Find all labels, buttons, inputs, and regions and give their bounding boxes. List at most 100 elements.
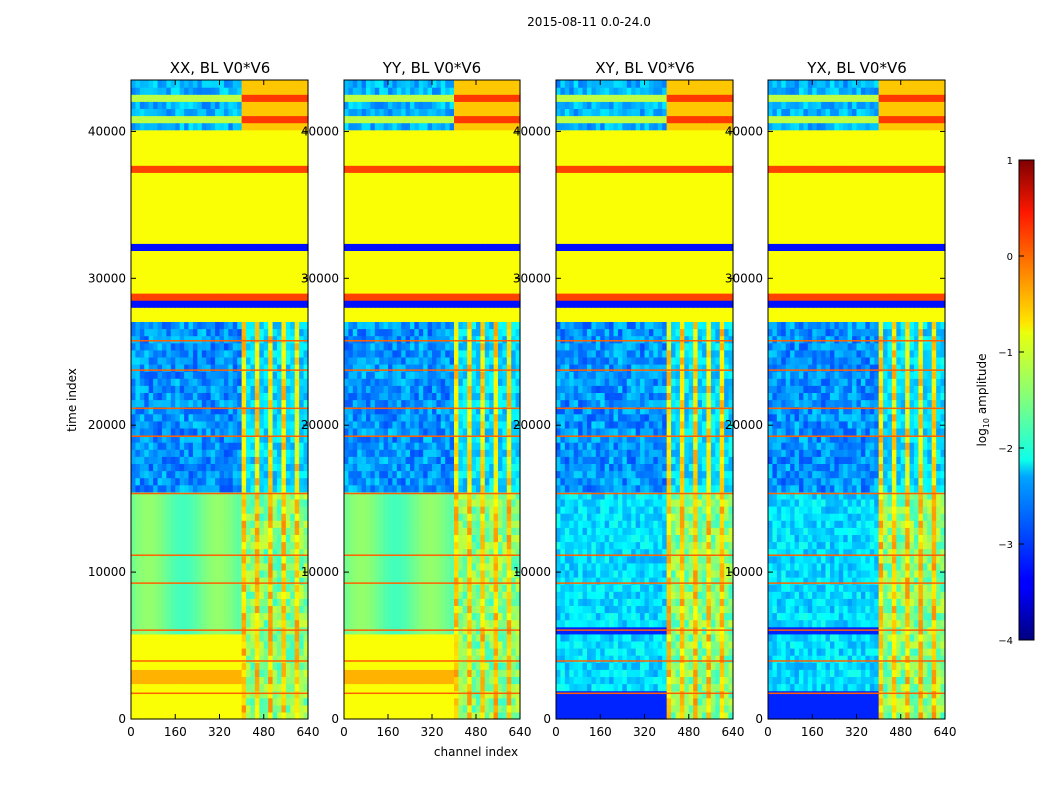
heatmap-cell [254,648,260,656]
heatmap-cell [303,690,309,699]
heatmap-cell [294,612,300,621]
heatmap-cell [299,214,305,223]
heatmap-cell [254,399,260,408]
heatmap-cell [511,577,517,585]
heatmap-cell [241,640,247,649]
heatmap-cell [184,420,190,429]
heatmap-cell [192,399,198,408]
heatmap-cell [440,648,446,656]
heatmap-cell [344,669,349,677]
heatmap-cell [379,648,385,656]
heatmap-cell [268,335,274,344]
heatmap-cell [272,243,278,251]
heatmap-cell [303,548,309,557]
heatmap-cell [357,513,363,521]
heatmap-cell [210,456,216,464]
heatmap-cell [506,541,512,550]
heatmap-cell [254,250,260,259]
heatmap-cell [272,172,278,180]
heatmap-cell [179,264,185,273]
heatmap-cell [418,534,424,543]
heatmap-cell [502,619,508,628]
heatmap-cell [285,222,291,230]
heatmap-cell [294,129,300,138]
heatmap-cell [223,413,229,422]
heatmap-cell [405,598,411,606]
heatmap-cell [157,683,163,692]
heatmap-cell [201,214,207,223]
heatmap-cell [410,633,415,642]
heatmap-cell [263,435,269,443]
heatmap-cell [170,293,176,301]
heatmap-cell [361,498,367,507]
heatmap-cell [250,704,256,713]
heatmap-cell [458,633,464,642]
heatmap-cell [161,300,167,308]
heatmap-cell [423,520,429,528]
heatmap-cell [396,527,402,535]
heatmap-cell [294,392,300,401]
heatmap-cell [484,491,490,500]
heatmap-cell [135,435,141,443]
heatmap-cell [357,555,363,564]
heatmap-cell [272,129,278,138]
heatmap-cell [188,498,194,507]
heatmap-cell [405,683,411,692]
heatmap-cell [219,307,225,315]
heatmap-cell [148,136,154,145]
heatmap-cell [192,129,198,138]
heatmap-cell [299,271,305,280]
heatmap-cell [250,413,256,422]
heatmap-cell [144,229,150,237]
heatmap-cell [250,711,256,720]
heatmap-cell [388,569,393,578]
heatmap-cell [427,477,433,486]
heatmap-cell [294,427,300,436]
heatmap-cell [493,633,499,642]
heatmap-cell [179,484,185,493]
heatmap-cell [254,555,260,564]
heatmap-cell [237,165,243,173]
heatmap-cell [192,200,198,209]
heatmap-cell [502,690,508,699]
heatmap-cell [197,243,203,251]
heatmap-cell [232,87,238,95]
heatmap-cell [197,356,203,365]
heatmap-cell [166,484,172,493]
heatmap-cell [506,584,512,592]
heatmap-cell [148,470,154,479]
heatmap-cell [294,548,300,557]
heatmap-cell [246,87,252,95]
heatmap-cell [506,577,512,585]
heatmap-cell [232,271,238,280]
heatmap-cell [370,640,376,649]
heatmap-cell [418,541,424,550]
heatmap-cell [157,513,163,521]
heatmap-cell [299,328,305,337]
heatmap-cell [157,328,163,337]
heatmap-cell [192,562,198,571]
heatmap-cell [410,605,415,614]
heatmap-cell [277,562,283,571]
heatmap-cell [197,690,203,699]
heatmap-cell [153,300,159,308]
heatmap-cell [210,513,216,521]
heatmap-cell [506,484,512,493]
heatmap-cell [241,87,247,95]
heatmap-cell [192,314,198,322]
heatmap-cell [215,477,221,486]
heatmap-cell [254,214,260,223]
heatmap-cell [157,484,163,493]
heatmap-cell [250,371,256,379]
heatmap-cell [166,648,172,656]
heatmap-cell [263,349,269,358]
heatmap-cell [498,548,503,557]
heatmap-cell [228,555,234,564]
heatmap-cell [471,648,477,656]
heatmap-cell [175,442,181,450]
heatmap-cell [153,321,159,330]
heatmap-cell [476,562,481,571]
heatmap-cell [139,342,145,351]
heatmap-cell [268,300,274,308]
heatmap-cell [414,527,420,535]
